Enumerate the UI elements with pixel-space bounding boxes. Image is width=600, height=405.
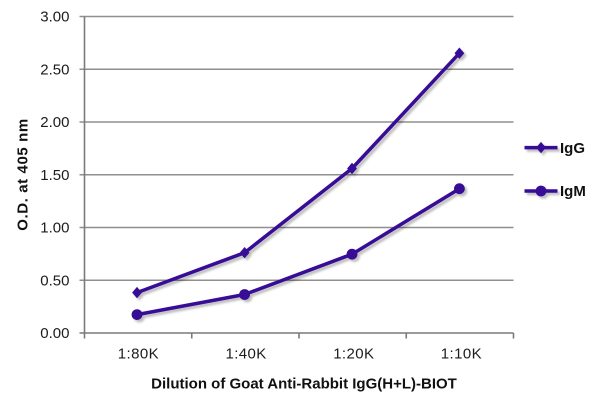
svg-text:1:10K: 1:10K: [441, 346, 482, 363]
svg-text:1:20K: 1:20K: [333, 346, 374, 363]
svg-text:1:40K: 1:40K: [225, 346, 266, 363]
svg-text:1.00: 1.00: [40, 220, 69, 237]
svg-text:2.50: 2.50: [40, 61, 69, 78]
svg-text:1.50: 1.50: [40, 167, 69, 184]
svg-text:0.50: 0.50: [40, 272, 69, 289]
svg-text:3.00: 3.00: [40, 9, 69, 26]
svg-text:IgG: IgG: [560, 140, 585, 157]
svg-text:0.00: 0.00: [40, 325, 69, 342]
svg-text:O.D. at 405 nm: O.D. at 405 nm: [14, 118, 31, 231]
svg-text:1:80K: 1:80K: [118, 346, 159, 363]
svg-text:2.00: 2.00: [40, 114, 69, 131]
svg-text:IgM: IgM: [560, 183, 586, 200]
svg-text:Dilution of Goat Anti-Rabbit I: Dilution of Goat Anti-Rabbit IgG(H+L)-BI…: [151, 375, 457, 392]
